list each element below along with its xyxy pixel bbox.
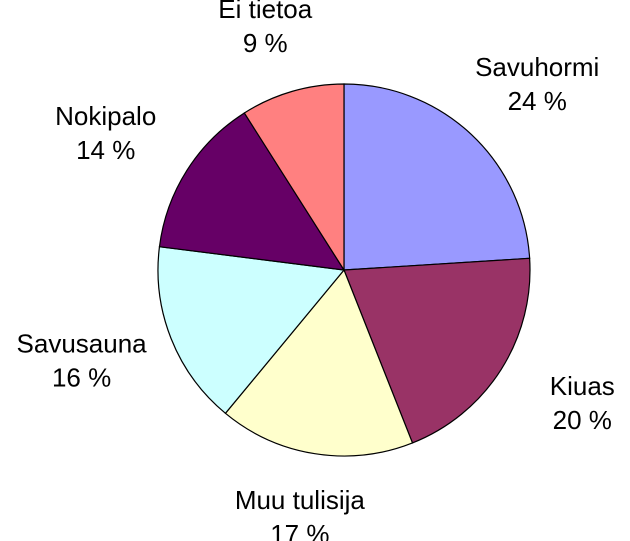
slice-value-label: 24 % xyxy=(508,86,567,116)
pie-slice xyxy=(343,83,531,271)
slice-value-label: 16 % xyxy=(52,363,111,393)
slice-label: Kiuas xyxy=(550,371,615,401)
slice-value-label: 20 % xyxy=(553,405,612,435)
slice-value-label: 17 % xyxy=(270,519,329,541)
slice-label: Ei tietoa xyxy=(218,0,312,24)
pie-slice xyxy=(224,268,414,457)
slice-value-label: 14 % xyxy=(76,135,135,165)
slice-label: Savusauna xyxy=(17,329,148,359)
slice-value-label: 9 % xyxy=(243,28,288,58)
slice-label: Savuhormi xyxy=(475,52,599,82)
pie-slice xyxy=(243,83,345,273)
slice-label: Nokipalo xyxy=(55,101,156,131)
pie-slice xyxy=(343,257,531,444)
pie-slice xyxy=(158,112,346,271)
slice-label: Muu tulisija xyxy=(235,485,366,515)
pie-slice xyxy=(157,246,346,415)
